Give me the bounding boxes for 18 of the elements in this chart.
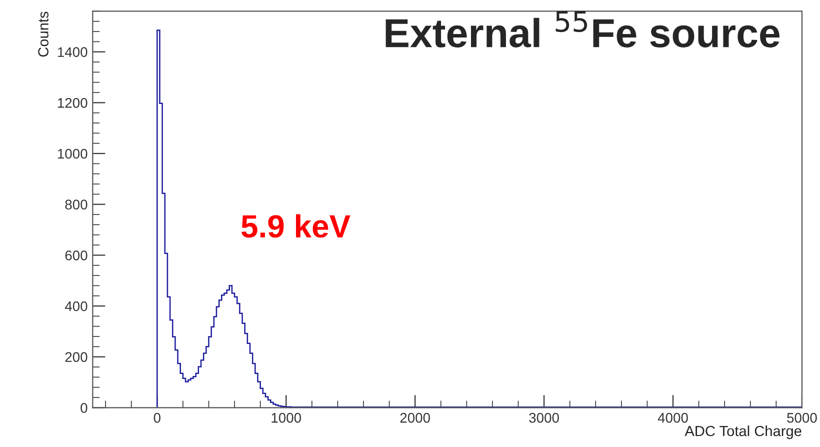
x-tick-label: 5000	[787, 412, 817, 423]
x-tick-label: 0	[154, 412, 160, 423]
y-tick-label: 1000	[58, 148, 88, 159]
y-tick-label: 0	[80, 403, 88, 413]
x-axis-title: ADC Total Charge	[684, 425, 802, 440]
x-tick-label: 3000	[529, 412, 559, 423]
y-axis-title: Counts	[38, 12, 48, 57]
y-tick-label: 1400	[58, 47, 88, 58]
y-tick-label: 200	[65, 352, 88, 362]
x-tick-label: 1000	[272, 412, 302, 423]
x-tick-label: 2000	[400, 412, 430, 423]
annotation: 5.9 keV	[241, 214, 350, 238]
y-tick-label: 1200	[58, 98, 88, 108]
chart-title: External $^{55}$Fe source	[386, 11, 780, 48]
y-tick-label: 400	[64, 301, 88, 312]
y-tick-label: 800	[65, 200, 88, 210]
x-tick-label: 4000	[658, 412, 688, 423]
y-tick-label: 600	[65, 250, 88, 260]
